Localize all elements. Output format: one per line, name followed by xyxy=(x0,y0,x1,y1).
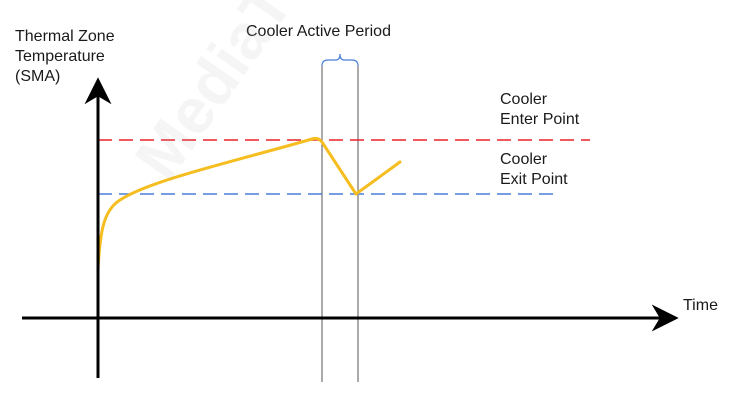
x-axis-label: Time xyxy=(683,297,718,314)
cooler-enter-label-line1: Cooler xyxy=(500,91,548,108)
cooler-exit-label-line2: Exit Point xyxy=(500,171,568,188)
y-axis-label: Thermal Zone Temperature (SMA) xyxy=(15,27,115,87)
y-axis-label-line2: Temperature xyxy=(15,48,105,65)
y-axis-label-line1: Thermal Zone xyxy=(15,28,115,45)
period-bracket xyxy=(321,53,359,67)
temperature-curve xyxy=(96,136,402,272)
cooler-exit-label-line1: Cooler xyxy=(500,151,548,168)
cooler-active-period-label: Cooler Active Period xyxy=(246,23,391,40)
cooler-enter-point-label: Cooler Enter Point xyxy=(500,90,579,130)
y-axis-label-line3: (SMA) xyxy=(15,68,61,85)
cooler-exit-point-label: Cooler Exit Point xyxy=(500,150,568,190)
cooler-enter-label-line2: Enter Point xyxy=(500,111,580,128)
